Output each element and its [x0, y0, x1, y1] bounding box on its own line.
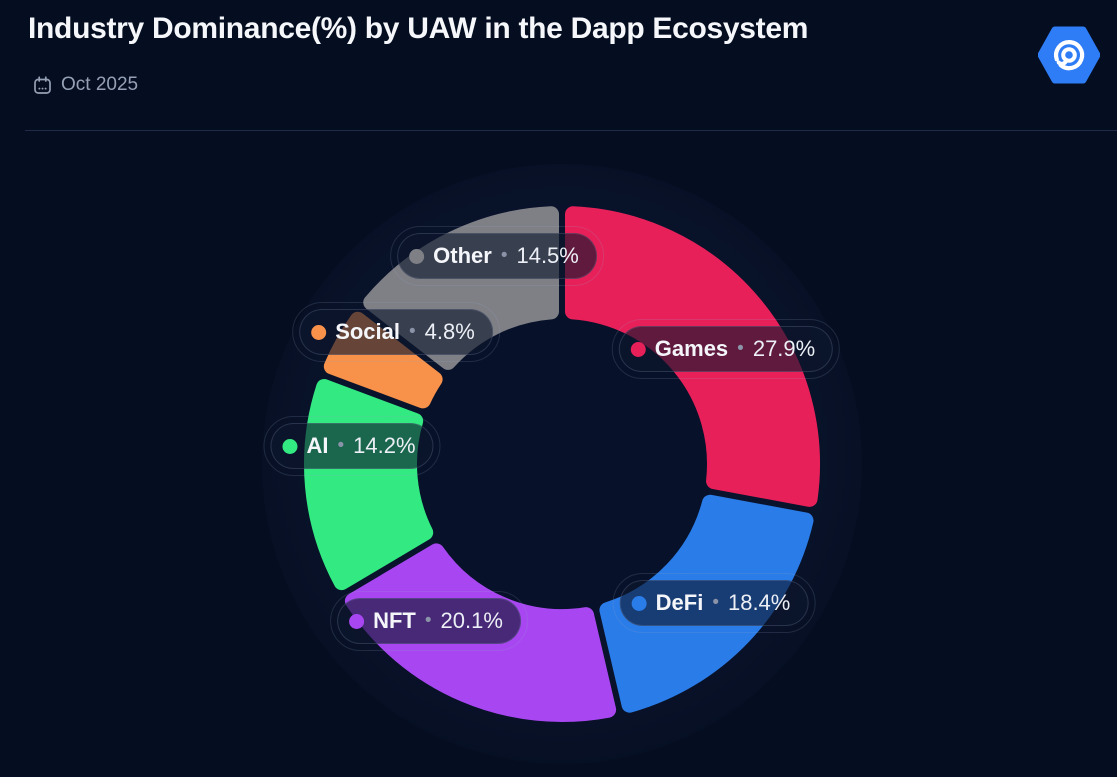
legend-label: Other — [433, 243, 492, 268]
legend-label: NFT — [373, 608, 416, 633]
legend-value: 14.5% — [516, 243, 579, 268]
legend-label: DeFi — [655, 590, 704, 615]
legend-pill-defi[interactable]: DeFi • 18.4% — [612, 573, 816, 633]
calendar-icon — [34, 75, 51, 94]
legend-color-dot-icon — [630, 341, 646, 357]
dappradar-logo-icon — [1038, 26, 1100, 84]
legend-separator: • — [712, 592, 719, 613]
legend-value: 14.2% — [353, 433, 416, 458]
date-row: Oct 2025 — [33, 74, 138, 96]
legend-color-dot-icon — [349, 613, 365, 629]
legend-pill-social[interactable]: Social • 4.8% — [292, 302, 500, 362]
legend-separator: • — [424, 610, 432, 631]
legend-color-dot-icon — [631, 595, 647, 611]
page-title: Industry Dominance(%) by UAW in the Dapp… — [28, 12, 809, 45]
legend-color-dot-icon — [311, 324, 327, 340]
legend-separator: • — [500, 245, 508, 266]
legend-pill-ai[interactable]: AI • 14.2% — [263, 416, 441, 476]
legend-color-dot-icon — [409, 248, 425, 264]
legend-label: Games — [654, 336, 729, 361]
date-label: Oct 2025 — [61, 74, 139, 95]
legend-separator: • — [737, 338, 744, 359]
header-divider — [25, 130, 1117, 131]
legend-color-dot-icon — [282, 438, 298, 454]
donut-chart-area: Games • 27.9% DeFi • 18.4% NFT • 20.1% A… — [0, 130, 1117, 777]
legend-label: AI — [306, 433, 329, 458]
legend-pill-nft[interactable]: NFT • 20.1% — [330, 591, 528, 651]
legend-pill-other[interactable]: Other • 14.5% — [390, 226, 604, 286]
legend-value: 18.4% — [727, 590, 791, 615]
legend-value: 20.1% — [440, 608, 503, 633]
donut-hole — [412, 314, 712, 614]
legend-label: Social — [335, 319, 400, 344]
legend-pill-games[interactable]: Games • 27.9% — [611, 319, 841, 379]
legend-separator: • — [409, 321, 416, 342]
legend-value: 27.9% — [752, 336, 816, 361]
legend-separator: • — [337, 435, 345, 456]
legend-value: 4.8% — [424, 319, 475, 344]
